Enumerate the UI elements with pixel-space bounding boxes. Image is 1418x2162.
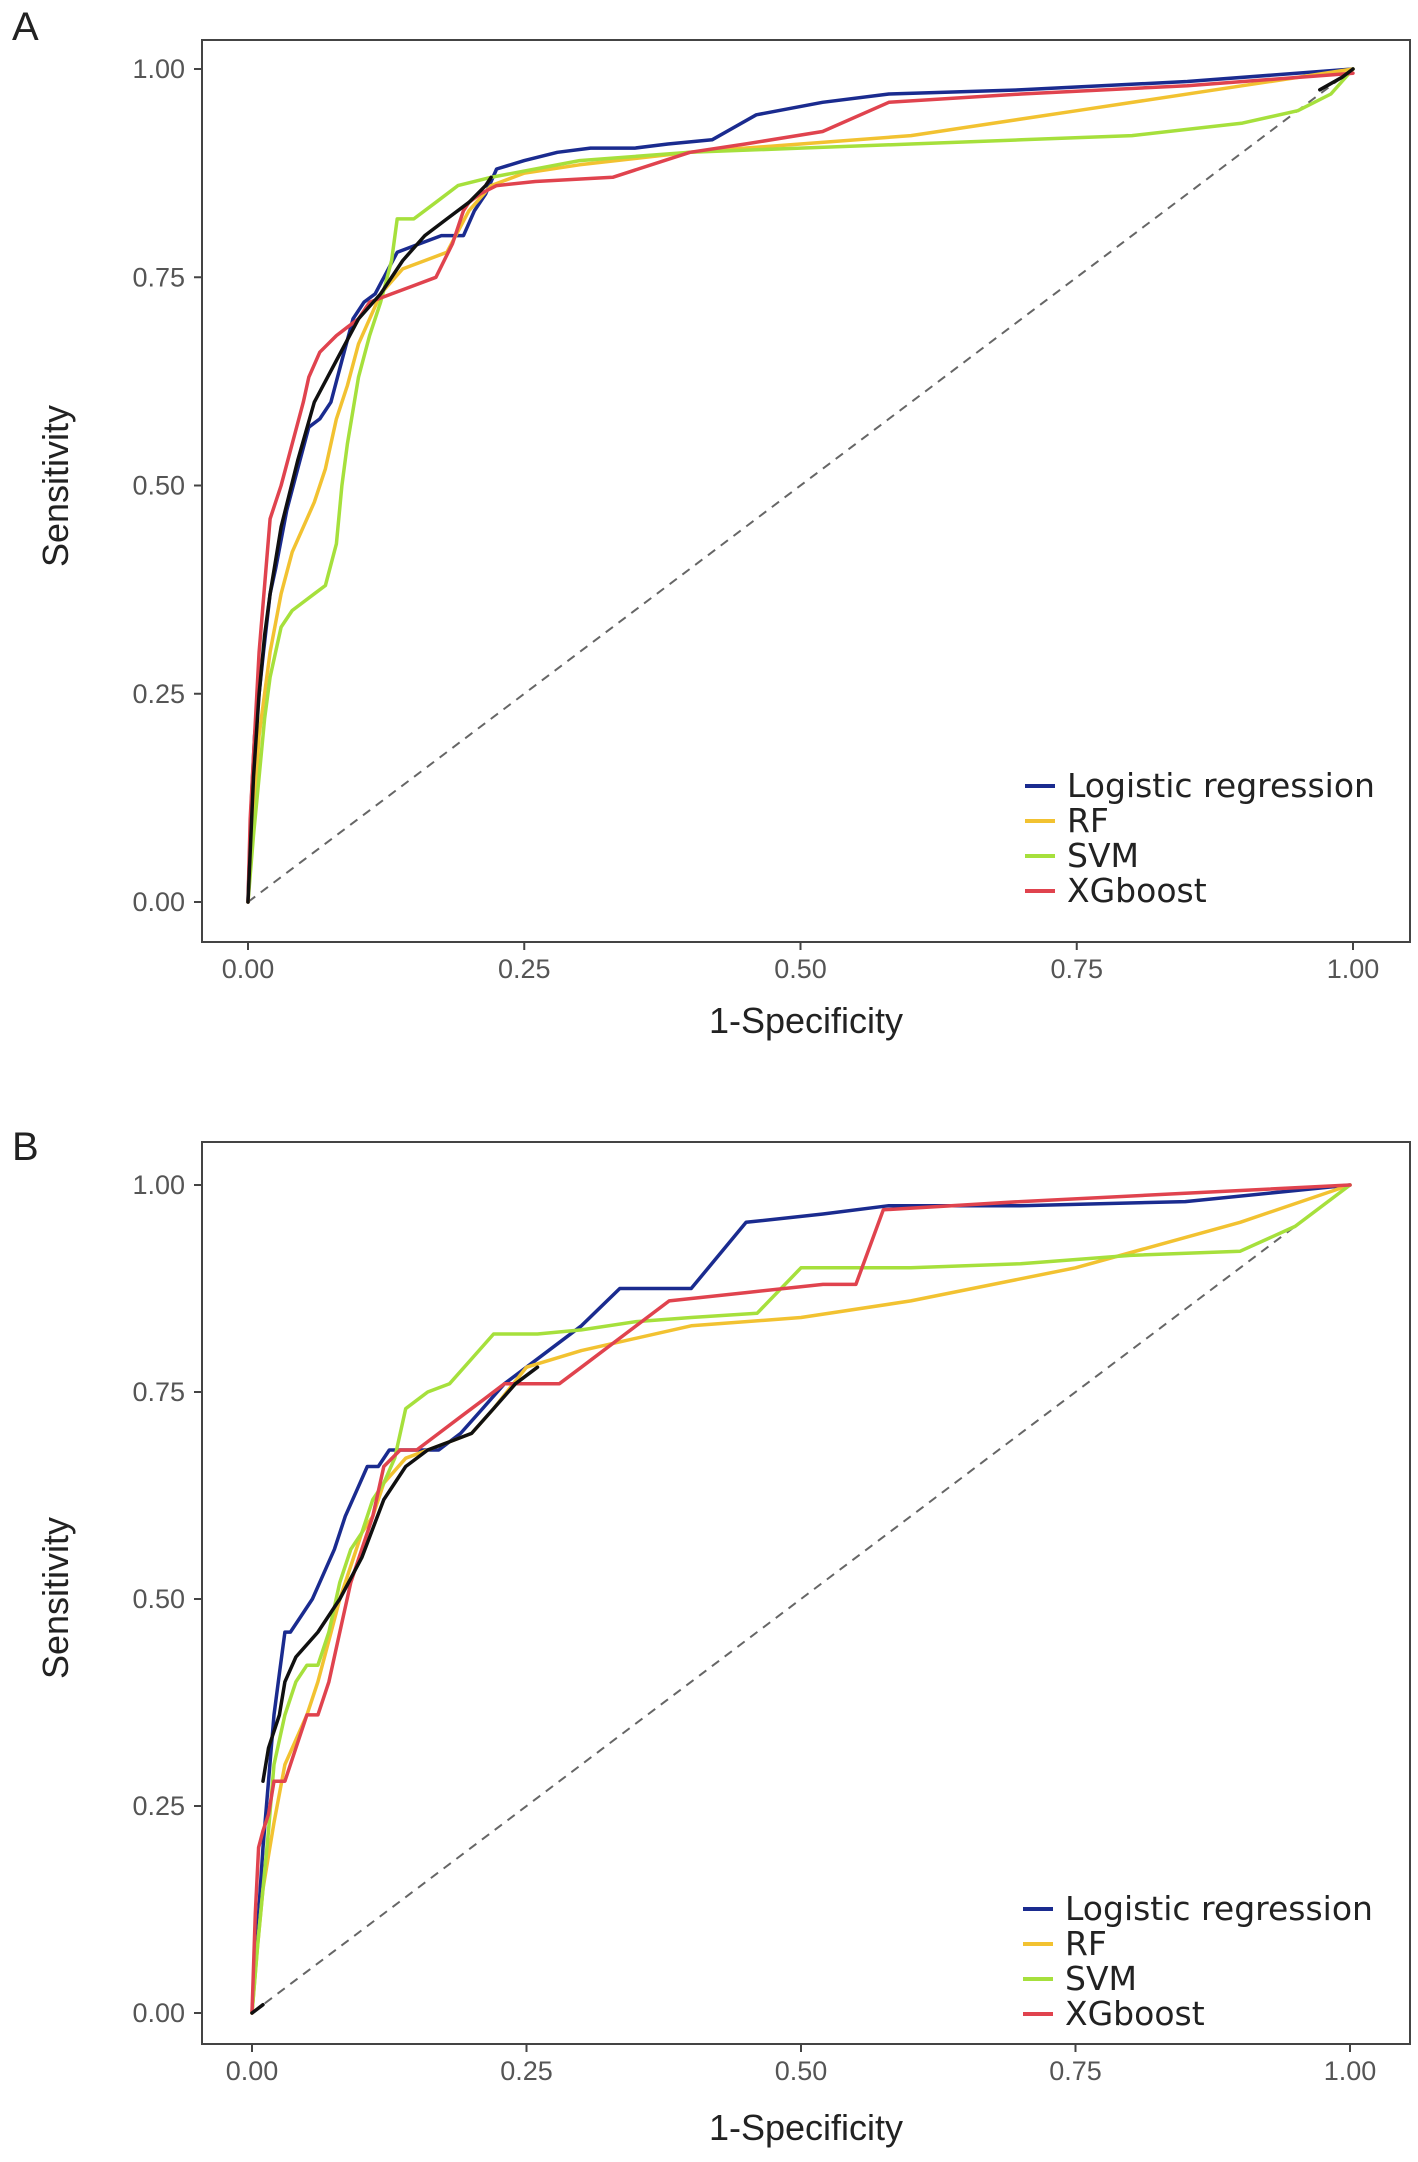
x-tick-label: 0.25 (498, 954, 551, 984)
y-axis-title: Sensitivity (35, 405, 76, 567)
x-tick-label: 0.25 (500, 2056, 553, 2086)
x-tick-label: 0.50 (774, 954, 827, 984)
reference-diagonal (247, 68, 1354, 903)
legend-label-rf: RF (1067, 801, 1109, 840)
roc-line-xgboost (250, 1183, 1352, 2015)
diagonal-reference-line (251, 1184, 1351, 2014)
roc-line-logistic-regression (250, 1183, 1352, 2015)
legend-label-svm: SVM (1065, 1959, 1137, 1998)
reference-diagonal (251, 1184, 1351, 2014)
y-tick-label: 0.00 (132, 887, 185, 917)
legend-label-xgboost: XGboost (1067, 871, 1207, 910)
axis-ticks: 0.00 0.25 0.50 0.75 1.00 0.00 0.25 0.50 0.75 1.00 (132, 54, 1379, 984)
x-axis-title: 1-Specificity (709, 2107, 903, 2148)
roc-line-svm (250, 1183, 1352, 2015)
x-tick-label: 0.75 (1049, 2056, 1102, 2086)
y-tick-label: 1.00 (132, 1170, 185, 1200)
y-tick-label: 0.50 (132, 1584, 185, 1614)
y-tick-label: 0.75 (132, 262, 185, 292)
x-axis-title: 1-Specificity (709, 1000, 903, 1041)
legend-label-svm: SVM (1067, 836, 1139, 875)
x-tick-label: 0.75 (1050, 954, 1103, 984)
series-group (250, 1183, 1352, 2015)
x-tick-label: 1.00 (1327, 954, 1380, 984)
legend-label-logistic-regression: Logistic regression (1067, 766, 1375, 805)
y-tick-label: 0.25 (132, 679, 185, 709)
roc-line-overlap-segment (261, 1365, 540, 1783)
legend-label-logistic-regression: Logistic regression (1065, 1889, 1373, 1928)
plot-frame (201, 1141, 1411, 2045)
roc-line-svm (246, 67, 1355, 904)
series-group (246, 67, 1355, 904)
y-axis-title: Sensitivity (35, 1517, 76, 1679)
roc-line-overlap-segment (1318, 67, 1355, 92)
y-tick-label: 0.75 (132, 1377, 185, 1407)
plot-frame (201, 39, 1411, 943)
x-tick-label: 1.00 (1324, 2056, 1377, 2086)
panel-a: A 0.00 0.25 0.50 0.75 1.00 0.00 0.25 0.50 0.75 1.… (12, 5, 1411, 1041)
roc-line-xgboost (246, 71, 1355, 904)
legend-label-xgboost: XGboost (1065, 1994, 1205, 2033)
roc-line-overlap-segment (246, 175, 493, 904)
y-tick-label: 0.25 (132, 1791, 185, 1821)
legend-label-rf: RF (1065, 1924, 1107, 1963)
axis-ticks: 0.00 0.25 0.50 0.75 1.00 0.00 0.25 0.50 0.75 1.00 (132, 1170, 1376, 2086)
y-tick-label: 1.00 (132, 54, 185, 84)
panel-b: B 0.00 0.25 0.50 0.75 1.00 0.00 0.25 0.50 0.75 1.… (12, 1125, 1411, 2148)
y-tick-label: 0.50 (132, 471, 185, 501)
diagonal-reference-line (247, 68, 1354, 903)
x-tick-label: 0.00 (226, 2056, 279, 2086)
panel-label: B (12, 1125, 39, 1169)
panel-label: A (12, 5, 39, 49)
x-tick-label: 0.50 (775, 2056, 828, 2086)
y-tick-label: 0.00 (132, 1998, 185, 2028)
roc-line-overlap-segment (250, 2002, 265, 2015)
x-tick-label: 0.00 (222, 954, 275, 984)
